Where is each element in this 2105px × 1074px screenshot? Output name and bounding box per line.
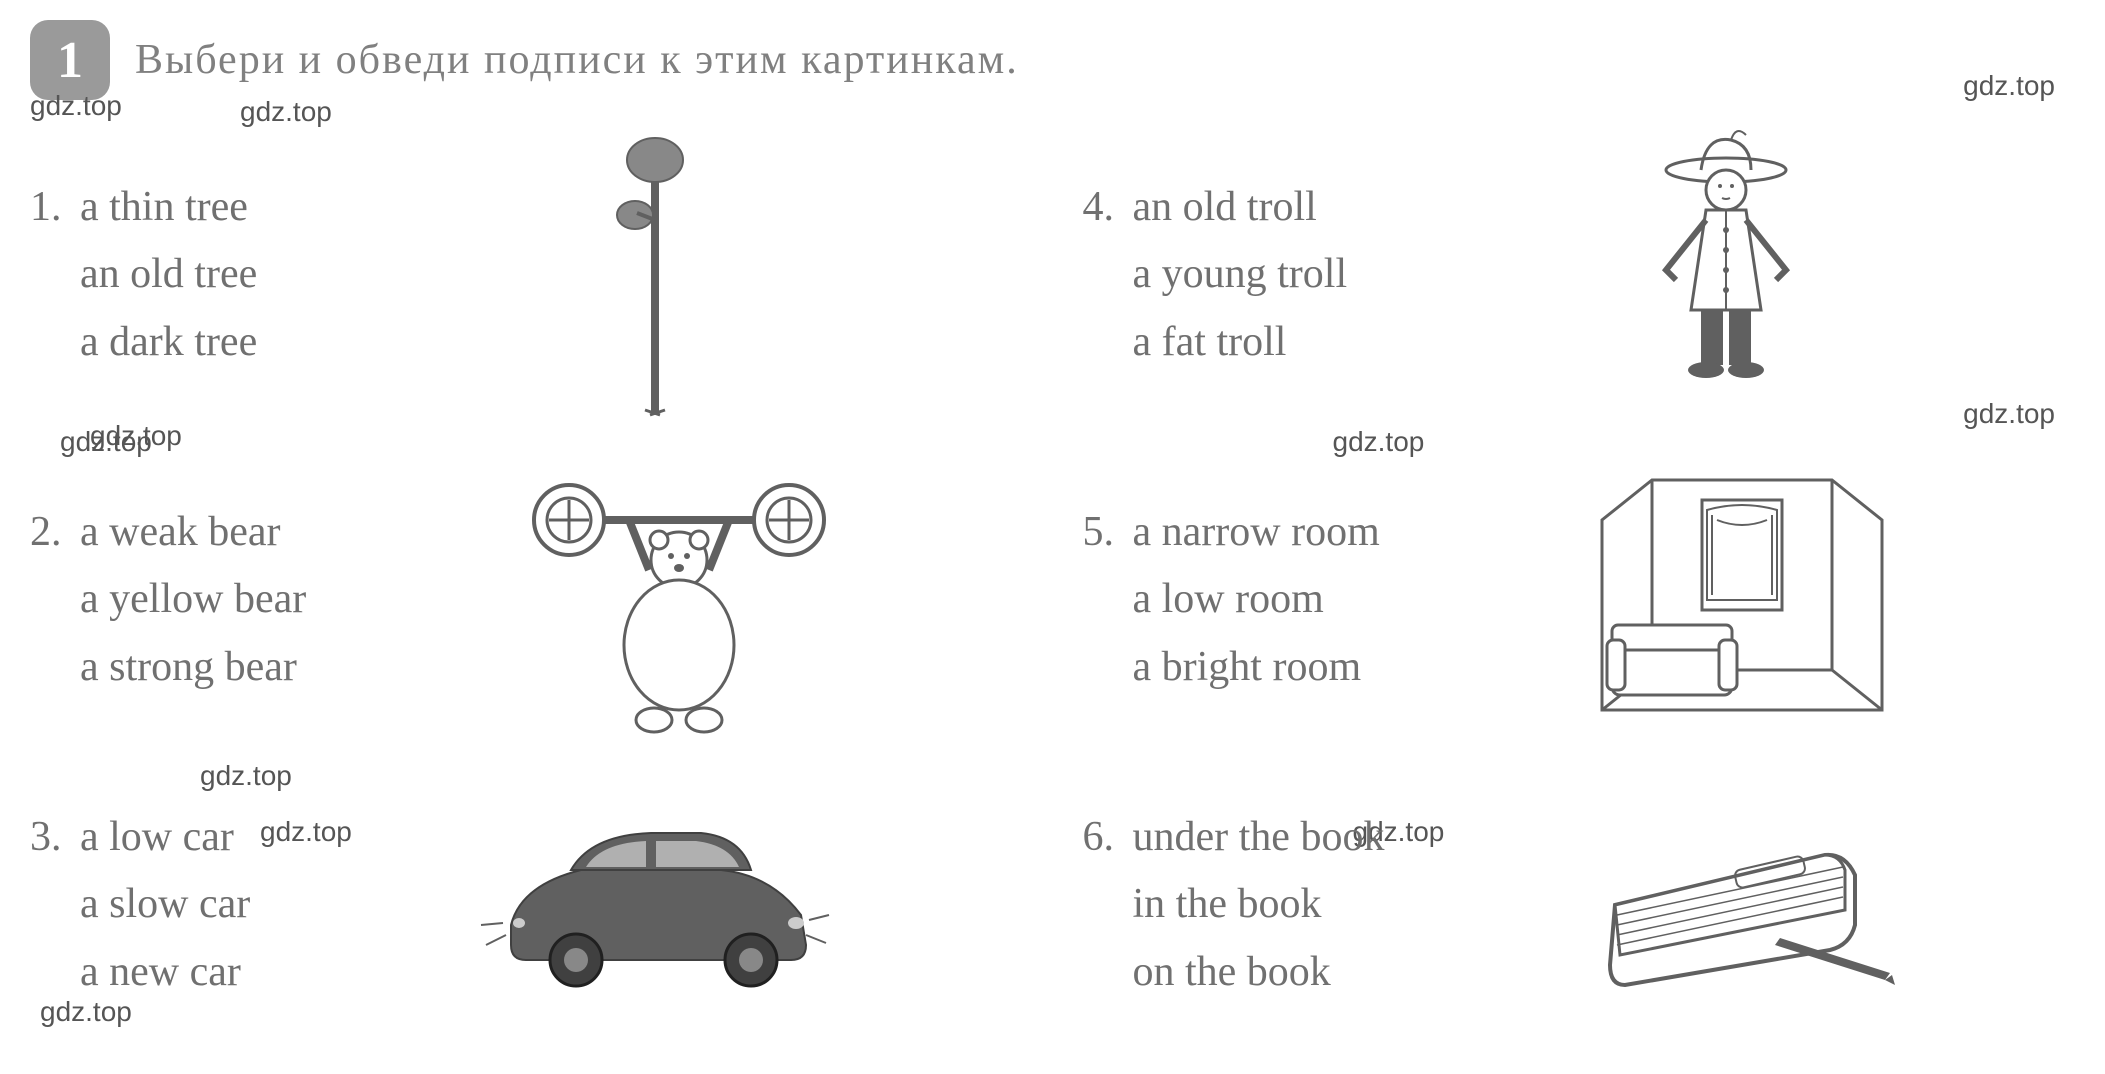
item-3: gdz.top gdz.top 3.a low car a slow car a… <box>30 780 1023 1030</box>
option-text: a narrow room <box>1133 509 1380 555</box>
item-2: gdz.top 2.a weak bear a yellow bear a st… <box>30 460 1023 740</box>
options-2: gdz.top 2.a weak bear a yellow bear a st… <box>30 499 306 701</box>
option-text: an old troll <box>1133 184 1317 230</box>
item-number: 4. <box>1083 174 1133 241</box>
options-1: gdz.top 1.a thin tree an old tree a dark… <box>30 174 257 376</box>
option-text: a strong bear <box>80 644 297 690</box>
option-text: a thin tree <box>80 184 248 230</box>
option-text: an old tree <box>80 251 257 297</box>
header: 1 Выбери и обведи подписи к этим картинк… <box>30 20 2075 100</box>
watermark: gdz.top <box>90 420 182 452</box>
option-text: a new car <box>80 949 241 995</box>
watermark: gdz.top <box>1963 398 2055 430</box>
option-text: a low car <box>80 814 234 860</box>
option-text: a bright room <box>1133 644 1362 690</box>
exercise-grid: gdz.top 1.a thin tree an old tree a dark… <box>30 130 2075 1030</box>
car-illustration: gdz.top <box>280 780 1022 1030</box>
item-4: 4.an old troll a young troll a fat troll… <box>1083 130 2076 420</box>
option-text: under the book <box>1133 814 1385 860</box>
book-icon <box>1595 815 1895 995</box>
car-icon <box>471 815 831 995</box>
option-text: on the book <box>1133 949 1331 995</box>
troll-icon <box>1636 130 1816 420</box>
watermark: gdz.top <box>1333 420 1425 465</box>
options-4: 4.an old troll a young troll a fat troll <box>1083 174 1348 376</box>
item-1: gdz.top 1.a thin tree an old tree a dark… <box>30 130 1023 420</box>
exercise-number-badge: 1 <box>30 20 110 100</box>
item-5: gdz.top 5.a narrow room a low room a bri… <box>1083 460 2076 740</box>
option-text: a slow car <box>80 881 250 927</box>
option-text: a low room <box>1133 576 1324 622</box>
options-6: gdz.top 6.under the book in the book on … <box>1083 804 1385 1006</box>
tree-illustration: gdz.top <box>287 130 1022 420</box>
item-number: 1. <box>30 174 80 241</box>
options-3: gdz.top gdz.top 3.a low car a slow car a… <box>30 804 250 1006</box>
badge-number: 1 <box>57 31 83 90</box>
item-number: 3. <box>30 804 80 871</box>
book-illustration <box>1414 780 2075 1030</box>
item-6: gdz.top 6.under the book in the book on … <box>1083 780 2076 1030</box>
option-text: in the book <box>1133 881 1322 927</box>
troll-illustration: gdz.top gdz.top <box>1377 130 2075 420</box>
option-text: a yellow bear <box>80 576 306 622</box>
room-illustration <box>1410 460 2075 740</box>
instruction-text: Выбери и обведи подписи к этим картинкам… <box>135 36 1019 84</box>
room-icon <box>1602 470 1882 730</box>
option-text: a young troll <box>1133 251 1348 297</box>
item-number: 5. <box>1083 499 1133 566</box>
item-number: 6. <box>1083 804 1133 871</box>
option-text: a fat troll <box>1133 319 1287 365</box>
option-text: a weak bear <box>80 509 281 555</box>
item-number: 2. <box>30 499 80 566</box>
option-text: a dark tree <box>80 319 257 365</box>
bear-illustration: gdz.top <box>336 460 1022 740</box>
bear-icon <box>519 460 839 740</box>
watermark: gdz.top <box>200 760 292 792</box>
options-5: gdz.top 5.a narrow room a low room a bri… <box>1083 499 1380 701</box>
watermark: gdz.top <box>60 420 152 465</box>
tree-icon <box>595 135 715 415</box>
